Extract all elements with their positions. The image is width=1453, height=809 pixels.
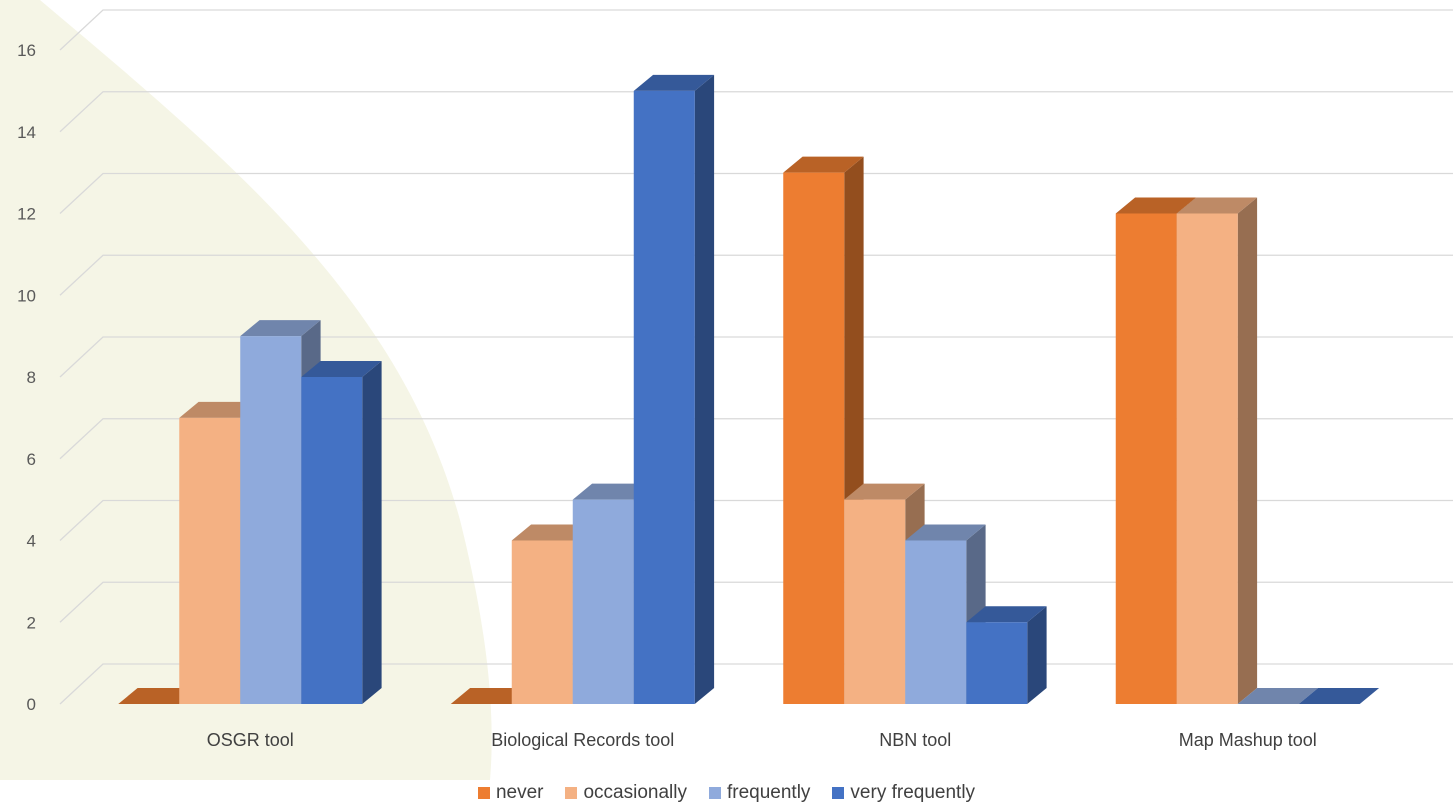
bar-top [118, 688, 199, 704]
bar-front [633, 90, 695, 704]
legend-item: frequently [708, 782, 811, 804]
bar-front [572, 499, 634, 704]
bar-side [362, 361, 382, 704]
bar-top [966, 606, 1047, 623]
chart-plot: 0 2 4 6 8 10 12 14 16 OSGR tool Biological Records… [0, 0, 1453, 780]
bars: OSGR tool Biological Records tool NBN tool… [118, 74, 1380, 750]
bar-front [179, 417, 241, 704]
y-tick-label: 6 [27, 450, 36, 469]
bar-top [783, 156, 864, 173]
legend-label: very frequently [850, 782, 976, 803]
bar [966, 606, 1047, 704]
bar [301, 361, 382, 704]
gridline [59, 9, 1453, 51]
bar [118, 688, 199, 704]
y-tick-label: 0 [27, 695, 36, 714]
legend-label: never [495, 782, 544, 803]
y-tick-label: 2 [27, 613, 36, 632]
x-category-label: Map Mashup tool [1179, 730, 1317, 750]
bar [1237, 688, 1319, 704]
x-category-label: OSGR tool [207, 730, 294, 750]
bar-front [844, 499, 906, 704]
bar-top [511, 524, 593, 541]
bar-top [1176, 197, 1258, 214]
bar [633, 74, 715, 704]
legend-swatch [477, 787, 490, 799]
y-tick-label: 14 [17, 123, 36, 142]
bar-top [301, 361, 382, 377]
legend-item: never [477, 782, 544, 804]
bar [1298, 688, 1380, 704]
bar-top [1115, 197, 1197, 214]
bar-top [633, 74, 715, 91]
legend-swatch [565, 787, 578, 799]
legend-swatch [708, 787, 721, 799]
x-category-label: NBN tool [879, 730, 951, 750]
bar-top [240, 320, 321, 337]
bar-top [179, 401, 260, 418]
gridline [59, 91, 1453, 133]
chart-legend: never occasionally frequently very frequent… [0, 782, 1453, 804]
y-tick-label: 8 [27, 368, 36, 387]
gridline [59, 336, 1453, 378]
bar-side [1237, 197, 1258, 704]
bar-top [1237, 688, 1319, 704]
bar-front [301, 377, 363, 704]
legend-label: occasionally [583, 782, 687, 803]
gridline [59, 499, 1453, 541]
bar [1176, 197, 1258, 704]
bar-top [844, 483, 925, 500]
bar-top [905, 524, 986, 541]
legend-item: occasionally [565, 782, 687, 804]
gridline [59, 418, 1453, 460]
y-tick-label: 10 [17, 286, 36, 305]
bar-side [1027, 606, 1047, 704]
legend-label: frequently [726, 782, 811, 803]
y-tick-label: 12 [17, 205, 36, 224]
gridline [59, 254, 1453, 296]
bar-front [1176, 213, 1238, 704]
bar-front [1115, 213, 1177, 704]
y-tick-label: 4 [27, 532, 36, 551]
gridline [59, 172, 1453, 214]
bar-front [966, 622, 1028, 704]
bar-front [783, 172, 845, 704]
gridline [59, 581, 1453, 623]
x-category-label: Biological Records tool [491, 730, 674, 750]
bar-top [450, 688, 532, 704]
legend-swatch [832, 787, 845, 799]
bar-front [240, 336, 302, 704]
bar-top [572, 483, 654, 500]
bar [450, 688, 532, 704]
y-tick-label: 16 [17, 41, 36, 60]
bar-side [694, 74, 715, 704]
bar-top [1298, 688, 1380, 704]
bar-front [511, 540, 573, 704]
bar-front [905, 540, 967, 704]
legend-item: very frequently [832, 782, 975, 804]
